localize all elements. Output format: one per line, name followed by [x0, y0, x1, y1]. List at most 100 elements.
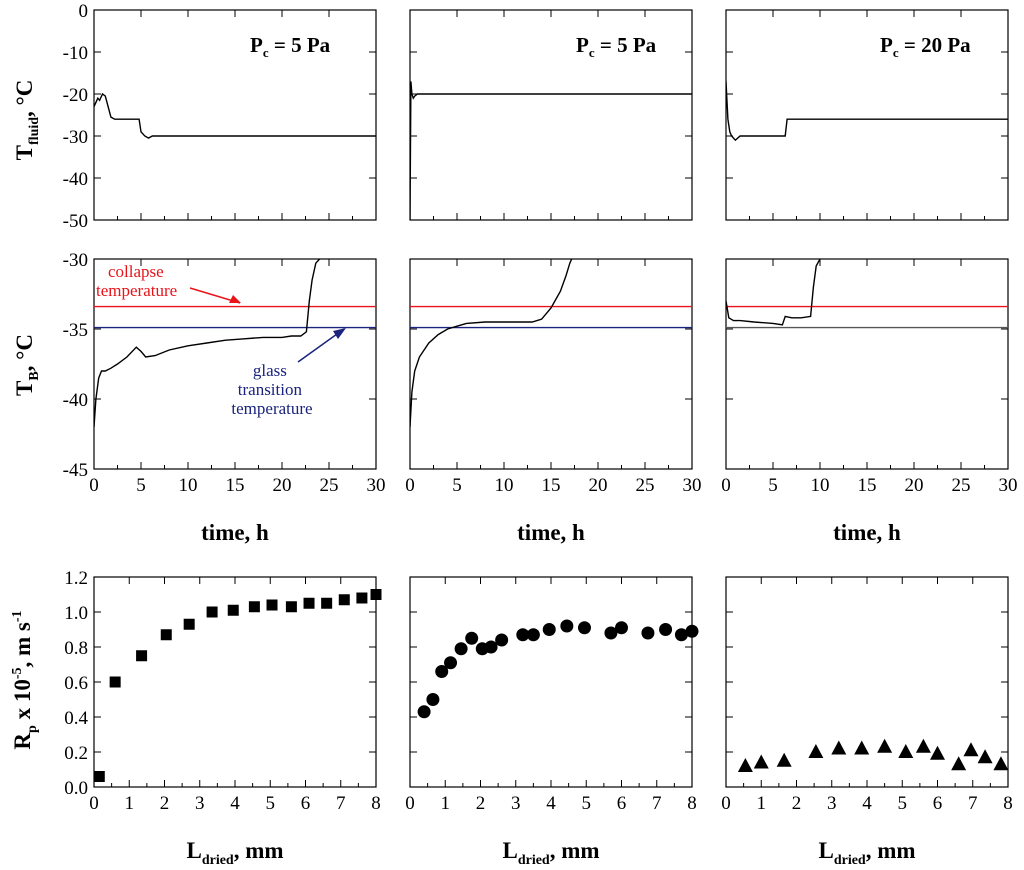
ytick-label-tfluid-1--50: -50 [63, 211, 88, 232]
ytick-label-tfluid-1--10: -10 [63, 43, 88, 64]
point-rp-3-0 [737, 758, 753, 772]
point-rp-2-15 [615, 621, 628, 635]
xtick-label-rp-3-3: 3 [827, 793, 837, 814]
xtick-label-tb-1-5: 5 [136, 475, 146, 496]
series-line-tb-3 [726, 259, 821, 326]
point-rp-2-11 [542, 623, 556, 636]
xtick-label-tb-2-15: 15 [542, 475, 561, 496]
point-rp-1-7 [248, 601, 260, 613]
xlabel-time-2: time, h [517, 520, 585, 545]
xtick-label-rp-1-4: 4 [230, 793, 240, 814]
point-rp-2-5 [465, 631, 479, 645]
xtick-label-tb-3-30: 30 [999, 475, 1018, 496]
point-rp-2-16 [641, 626, 655, 640]
ytick-label-tfluid-1--30: -30 [63, 127, 88, 148]
ylabel-tb-sub: B [27, 371, 42, 380]
xtick-label-tb-1-10: 10 [179, 475, 198, 496]
point-rp-1-8 [266, 599, 278, 611]
point-rp-3-9 [930, 745, 945, 760]
point-rp-1-0 [93, 771, 105, 782]
point-rp-3-11 [963, 742, 979, 757]
frame-rp-2 [409, 576, 693, 788]
point-rp-3-8 [915, 738, 931, 753]
xlabel-ldried-2-main: L [502, 838, 517, 863]
point-rp-3-7 [898, 744, 914, 758]
point-rp-1-4 [183, 618, 195, 630]
pc-label-3: Pc = 20 Pa [880, 33, 971, 60]
xtick-label-rp-2-8: 8 [687, 793, 697, 814]
panel-tb-1: 0 5 10 15 20 25 30 -30 -35 -40 -45 [63, 250, 386, 496]
xtick-label-rp-2-6: 6 [617, 793, 627, 814]
xtick-label-rp-3-4: 4 [862, 793, 872, 814]
point-rp-3-6 [877, 738, 893, 753]
point-rp-1-12 [338, 594, 350, 606]
point-rp-1-10 [303, 597, 315, 609]
ytick-label-tb-1--35: -35 [63, 320, 88, 341]
glass-label-line1: glass [253, 361, 287, 380]
ylabel-tb-main: T [12, 381, 37, 396]
ylabel-rp-mid: x 10 [10, 679, 35, 725]
xlabel-ldried-1-sub: dried [202, 853, 234, 868]
ylabel-rp-sup2: -1 [10, 610, 25, 622]
xtick-label-tb-1-30: 30 [367, 475, 386, 496]
ylabel-rp-sub: p [25, 725, 40, 733]
point-rp-2-7 [484, 640, 498, 654]
pc-label-2-sub: c [589, 45, 595, 60]
pc-label-1-rest: = 5 Pa [269, 33, 331, 57]
xtick-label-tb-3-0: 0 [721, 475, 731, 496]
xtick-label-tb-3-25: 25 [952, 475, 971, 496]
point-rp-1-3 [160, 629, 172, 641]
pc-label-2: Pc = 5 Pa [576, 33, 657, 60]
xtick-label-tb-2-25: 25 [636, 475, 655, 496]
glass-label-line2: transition [238, 380, 303, 399]
xtick-label-tb-1-0: 0 [89, 475, 99, 496]
panel-tb-3: 0 5 10 15 20 25 30 [721, 258, 1018, 496]
xlabel-ldried-3-rest: , mm [866, 838, 916, 863]
pc-label-1-main: P [250, 33, 263, 57]
xtick-label-rp-2-0: 0 [405, 793, 415, 814]
ytick-label-tb-1--30: -30 [63, 250, 88, 271]
point-rp-1-9 [285, 601, 297, 613]
frame-tb-3 [725, 258, 1009, 470]
xtick-label-rp-3-7: 7 [968, 793, 978, 814]
ytick-label-rp-1-0: 0.0 [64, 778, 88, 799]
point-rp-1-2 [136, 650, 148, 662]
point-rp-1-13 [356, 592, 368, 604]
point-rp-2-8 [495, 633, 509, 647]
point-rp-2-4 [454, 642, 468, 656]
xtick-label-tb-3-15: 15 [858, 475, 877, 496]
xlabel-ldried-3-sub: dried [834, 853, 866, 868]
xlabel-ldried-2: Ldried, mm [502, 838, 599, 868]
point-rp-3-3 [808, 744, 824, 758]
collapse-label-line2: temperature [96, 281, 177, 300]
collapse-arrowhead [229, 295, 241, 303]
xlabel-ldried-1-main: L [186, 838, 201, 863]
series-line-tb-1 [94, 259, 321, 428]
xlabel-time-3: time, h [833, 520, 901, 545]
glass-label-line3: temperature [231, 399, 312, 418]
xtick-label-rp-1-1: 1 [125, 793, 135, 814]
xlabel-ldried-1-rest: , mm [234, 838, 284, 863]
glass-label: glass transition temperature [231, 361, 312, 418]
ylabel-rp: Rp x 10-5, m s-1 [10, 610, 40, 749]
xtick-label-rp-2-3: 3 [511, 793, 521, 814]
point-rp-3-10 [951, 756, 967, 771]
xtick-label-rp-1-6: 6 [301, 793, 311, 814]
collapse-label: collapse temperature [96, 262, 177, 300]
xtick-label-tb-2-5: 5 [452, 475, 462, 496]
xtick-label-rp-1-3: 3 [195, 793, 205, 814]
point-rp-3-2 [776, 752, 792, 767]
xtick-label-rp-2-4: 4 [546, 793, 556, 814]
ytick-label-rp-1-0.6: 0.6 [64, 673, 88, 694]
ylabel-tb-suffix: , °C [12, 334, 37, 371]
ylabel-tfluid-sub: fluid [27, 117, 42, 145]
xtick-label-rp-1-0: 0 [89, 793, 99, 814]
point-rp-2-2 [435, 665, 449, 678]
panel-tb-2: 0 5 10 15 20 25 30 [405, 258, 702, 496]
xtick-label-rp-3-6: 6 [933, 793, 943, 814]
ylabel-rp-suffix: , m s [10, 622, 35, 667]
panel-rp-1: 0 1 2 3 4 5 6 7 8 0.0 0.2 0.4 0.6 0.8 1.0 1.2 [64, 568, 382, 814]
ytick-label-tfluid-1-0: 0 [79, 1, 89, 22]
point-rp-2-9 [516, 628, 530, 642]
point-rp-2-3 [444, 656, 458, 670]
